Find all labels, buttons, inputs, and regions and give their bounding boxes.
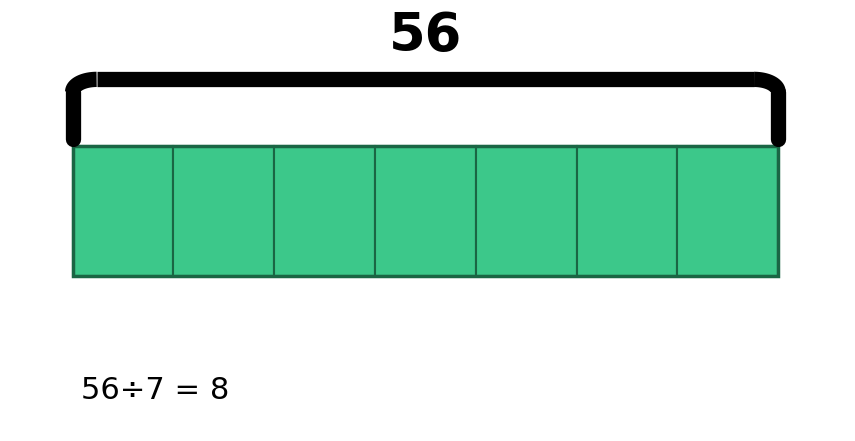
Bar — [174, 146, 274, 276]
Bar — [375, 146, 475, 276]
Bar — [274, 146, 375, 276]
Text: 56÷7 = 8: 56÷7 = 8 — [81, 376, 230, 405]
Bar — [475, 146, 576, 276]
Text: 56: 56 — [389, 10, 462, 62]
Bar — [73, 146, 778, 276]
Bar — [677, 146, 778, 276]
Bar — [73, 146, 174, 276]
Bar — [576, 146, 677, 276]
